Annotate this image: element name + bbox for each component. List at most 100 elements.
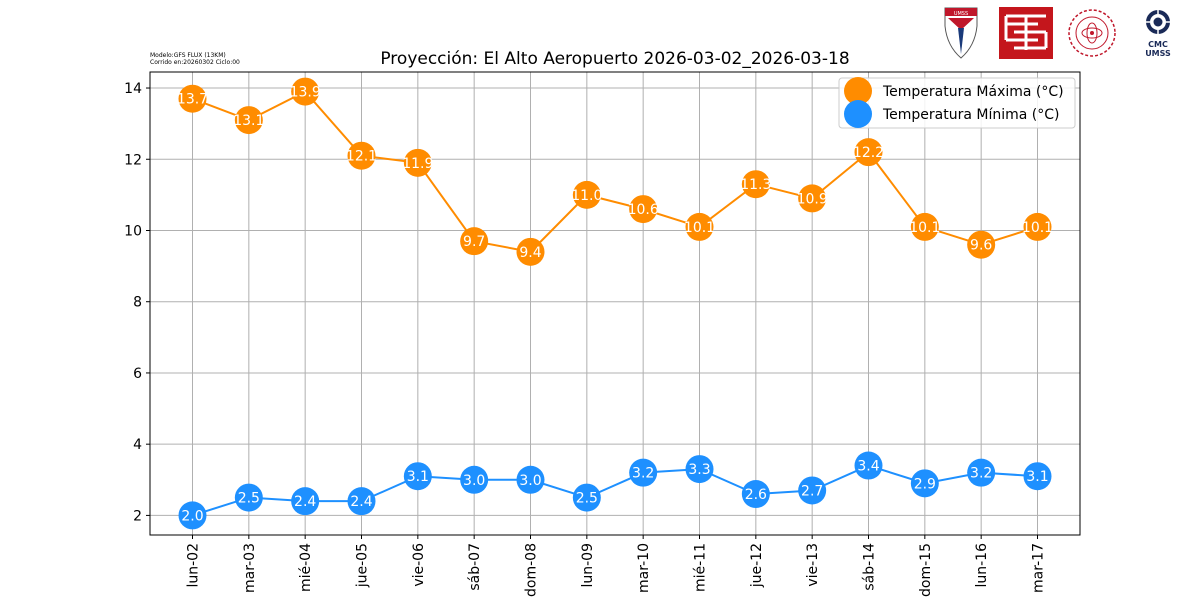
data-label: 2.5 xyxy=(238,491,260,507)
y-tick-label: 8 xyxy=(133,295,142,311)
data-point xyxy=(629,195,658,224)
data-label: 9.6 xyxy=(970,238,992,254)
data-label: 13.9 xyxy=(290,85,321,101)
data-point xyxy=(291,77,320,106)
data-label: 3.3 xyxy=(688,462,710,478)
x-tick-label: dom-08 xyxy=(524,543,540,597)
x-tick-label: dom-15 xyxy=(918,543,934,597)
data-point xyxy=(460,227,489,256)
data-label: 12.2 xyxy=(853,145,884,161)
data-point xyxy=(685,212,714,241)
legend-marker xyxy=(844,100,872,128)
data-point xyxy=(403,462,432,491)
data-label: 3.0 xyxy=(463,473,485,489)
data-point xyxy=(347,487,376,516)
data-label: 2.5 xyxy=(576,491,598,507)
cmc-logo-text: CMC UMSS xyxy=(1145,40,1171,58)
series-line xyxy=(192,90,1038,253)
data-label: 13.1 xyxy=(233,113,264,129)
data-point xyxy=(516,237,545,266)
y-tick-label: 12 xyxy=(124,152,142,168)
data-label: 11.0 xyxy=(571,188,602,204)
data-point xyxy=(403,148,432,177)
x-tick-label: lun-16 xyxy=(974,543,990,588)
data-point xyxy=(460,465,489,494)
data-label: 10.9 xyxy=(797,191,828,207)
data-label: 2.4 xyxy=(294,494,316,510)
x-tick-label: jue-12 xyxy=(749,543,765,588)
data-point xyxy=(572,483,601,512)
data-label: 2.7 xyxy=(801,483,823,499)
y-tick-label: 14 xyxy=(124,81,142,97)
data-point xyxy=(798,476,827,505)
data-label: 13.7 xyxy=(177,92,208,108)
data-point xyxy=(347,141,376,170)
x-tick-label: lun-09 xyxy=(580,543,596,588)
red-maze-logo xyxy=(999,7,1053,59)
data-point xyxy=(234,483,263,512)
data-point xyxy=(234,106,263,135)
series-line xyxy=(192,464,1038,517)
model-name: Modelo:GFS FLUX (13KM) xyxy=(150,52,226,59)
data-label: 3.1 xyxy=(1026,469,1048,485)
x-tick-label: sáb-14 xyxy=(862,543,878,591)
x-tick-label: sáb-07 xyxy=(467,543,483,591)
data-point xyxy=(910,469,939,498)
data-point xyxy=(572,180,601,209)
data-label: 10.6 xyxy=(628,202,659,218)
data-label: 2.0 xyxy=(181,508,203,524)
data-point xyxy=(516,465,545,494)
data-point xyxy=(967,230,996,259)
chart-title: Proyección: El Alto Aeropuerto 2026-03-0… xyxy=(380,49,849,69)
data-label: 10.1 xyxy=(1022,220,1053,236)
data-point xyxy=(798,184,827,213)
data-point xyxy=(854,138,883,167)
data-label: 9.7 xyxy=(463,234,485,250)
data-label: 3.0 xyxy=(519,473,541,489)
data-label: 3.2 xyxy=(970,466,992,482)
x-tick-label: vie-13 xyxy=(805,543,821,587)
data-point xyxy=(741,170,770,199)
x-tick-label: mar-17 xyxy=(1031,543,1047,593)
umss-logo-text: UMSS xyxy=(954,11,968,17)
data-point xyxy=(741,480,770,509)
run-info: Corrido en:20260302 Ciclo:00 xyxy=(150,59,240,66)
data-label: 10.1 xyxy=(909,220,940,236)
seal-logo xyxy=(1068,9,1116,57)
data-label: 11.3 xyxy=(740,177,771,193)
y-tick-label: 10 xyxy=(124,223,142,239)
data-point xyxy=(178,501,207,530)
data-point xyxy=(291,487,320,516)
x-tick-label: mié-04 xyxy=(298,543,314,592)
data-label: 2.4 xyxy=(350,494,372,510)
data-point xyxy=(854,451,883,480)
x-tick-label: lun-02 xyxy=(186,543,202,588)
data-point xyxy=(629,458,658,487)
data-label: 3.1 xyxy=(407,469,429,485)
legend-marker xyxy=(844,77,872,105)
x-tick-label: mié-11 xyxy=(693,543,709,592)
data-label: 9.4 xyxy=(519,245,541,261)
data-point xyxy=(1023,212,1052,241)
data-point xyxy=(178,84,207,113)
cmc-umss-logo: CMC UMSS xyxy=(1145,10,1171,58)
x-tick-label: jue-05 xyxy=(355,543,371,588)
x-tick-label: vie-06 xyxy=(411,543,427,587)
legend-box xyxy=(838,77,1076,129)
data-point xyxy=(1023,462,1052,491)
data-label: 2.9 xyxy=(914,476,936,492)
plot-frame xyxy=(149,71,1081,536)
y-tick-label: 6 xyxy=(133,366,142,382)
legend-label: Temperatura Mínima (°C) xyxy=(882,107,1060,123)
legend-label: Temperatura Máxima (°C) xyxy=(882,84,1064,100)
model-info: Modelo:GFS FLUX (13KM) Corrido en:202603… xyxy=(150,52,240,66)
y-tick-label: 4 xyxy=(133,437,142,453)
data-label: 2.6 xyxy=(745,487,767,503)
umss-shield-logo: UMSS xyxy=(944,7,978,59)
x-tick-label: mar-10 xyxy=(636,543,652,593)
data-label: 11.9 xyxy=(402,156,433,172)
data-label: 10.1 xyxy=(684,220,715,236)
data-point xyxy=(967,458,996,487)
y-tick-label: 2 xyxy=(133,508,142,524)
